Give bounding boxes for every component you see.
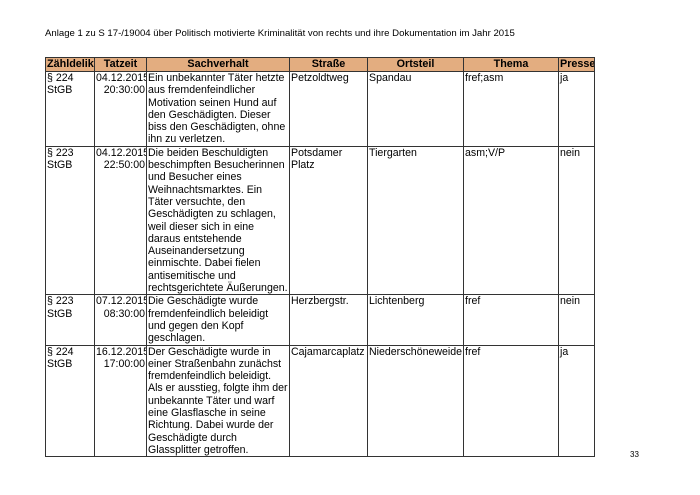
table-row: § 224 StGB 04.12.2015 20:30:00 Ein unbekann… [45,71,595,147]
tatzeit-zeit: 22:50:00 [103,159,145,172]
cell-presse: ja [558,344,595,458]
table-row: § 223 StGB 07.12.2015 08:30:00 Die Geschädi… [45,294,595,346]
table-row: § 224 StGB 16.12.2015 17:00:00 Der Geschädi… [45,344,595,458]
cell-strasse: Petzoldtweg [289,71,368,147]
cell-thema: fref [463,344,559,458]
cell-presse: nein [558,145,595,296]
cell-presse: ja [558,71,595,147]
tatzeit-zeit: 20:30:00 [103,84,145,97]
document-title: Anlage 1 zu S 17-/19004 über Politisch m… [45,28,515,39]
cell-sachverhalt: Die beiden Beschuldigten beschimpften Be… [146,145,290,296]
cell-tatzeit: 16.12.2015 17:00:00 [94,344,147,458]
cell-thema: asm;V/P [463,145,559,296]
table-row: § 223 StGB 04.12.2015 22:50:00 Die beiden B… [45,145,595,296]
tatzeit-zeit: 17:00:00 [103,357,145,370]
col-header-zaehldelikt: Zähldelikt [45,57,95,72]
tatzeit-zeit: 08:30:00 [103,307,145,320]
tatzeit-datum: 16.12.2015 [96,345,147,358]
cell-sachverhalt: Die Geschädigte wurde fremdenfeindlich b… [146,294,290,346]
cell-strasse: Potsdamer Platz [289,145,368,296]
cell-zaehldelikt: § 223 StGB [45,294,95,346]
cell-tatzeit: 07.12.2015 08:30:00 [94,294,147,346]
cell-tatzeit: 04.12.2015 20:30:00 [94,71,147,147]
cell-strasse: Herzbergstr. [289,294,368,346]
cell-sachverhalt: Der Geschädigte wurde in einer Straßenba… [146,344,290,458]
cell-ortsteil: Niederschöneweide [367,344,464,458]
cell-zaehldelikt: § 223 StGB [45,145,95,296]
tatzeit-datum: 07.12.2015 [96,295,147,308]
cell-ortsteil: Lichtenberg [367,294,464,346]
col-header-strasse: Straße [289,57,368,72]
col-header-thema: Thema [463,57,559,72]
col-header-tatzeit: Tatzeit [94,57,147,72]
page-number: 33 [630,450,639,459]
cell-ortsteil: Tiergarten [367,145,464,296]
tatzeit-datum: 04.12.2015 [96,146,147,159]
incident-table: Zähldelikt Tatzeit Sachverhalt Straße Or… [45,57,595,458]
table-header-row: Zähldelikt Tatzeit Sachverhalt Straße Or… [45,57,595,72]
cell-presse: nein [558,294,595,346]
col-header-presse: Presse [558,57,595,72]
cell-thema: fref;asm [463,71,559,147]
col-header-sachverhalt: Sachverhalt [146,57,290,72]
cell-tatzeit: 04.12.2015 22:50:00 [94,145,147,296]
cell-strasse: Cajamarcaplatz [289,344,368,458]
col-header-ortsteil: Ortsteil [367,57,464,72]
cell-zaehldelikt: § 224 StGB [45,344,95,458]
cell-ortsteil: Spandau [367,71,464,147]
cell-zaehldelikt: § 224 StGB [45,71,95,147]
cell-thema: fref [463,294,559,346]
cell-sachverhalt: Ein unbekannter Täter hetzte aus fremden… [146,71,290,147]
tatzeit-datum: 04.12.2015 [96,72,147,84]
